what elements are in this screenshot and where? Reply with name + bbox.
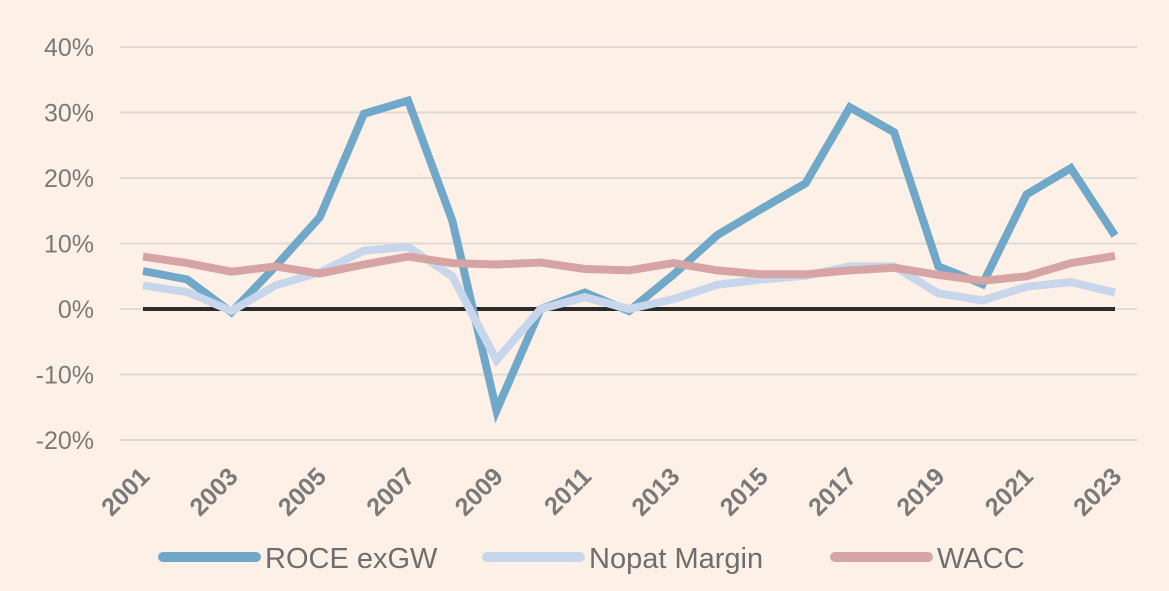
legend: ROCE exGW Nopat Margin WACC xyxy=(158,543,1025,575)
y-tick-label: 0% xyxy=(58,296,94,324)
y-tick-label: -10% xyxy=(36,362,94,390)
gridlines xyxy=(120,46,1137,441)
y-tick-label: 20% xyxy=(44,165,94,193)
y-axis-ticks: 40% 30% 20% 10% 0% -10% -20% xyxy=(36,34,94,455)
y-tick-label: -20% xyxy=(36,427,94,455)
x-tick-label: 2001 xyxy=(96,462,155,521)
y-tick-label: 40% xyxy=(44,34,94,62)
x-tick-label: 2017 xyxy=(803,462,862,521)
x-tick-label: 2015 xyxy=(715,462,774,521)
legend-label: WACC xyxy=(937,543,1025,575)
x-tick-label: 2009 xyxy=(450,462,509,521)
series-line-1 xyxy=(142,242,1116,368)
series-lines xyxy=(142,95,1119,424)
y-tick-label: 10% xyxy=(44,231,94,259)
x-tick-label: 2023 xyxy=(1068,462,1127,521)
y-tick-label: 30% xyxy=(44,100,94,128)
x-tick-label: 2005 xyxy=(273,462,332,521)
series-line-0 xyxy=(142,95,1119,424)
x-tick-label: 2007 xyxy=(361,462,420,521)
legend-label: Nopat Margin xyxy=(589,543,763,575)
series-line-2 xyxy=(142,251,1116,285)
x-tick-label: 2021 xyxy=(980,462,1039,521)
x-tick-label: 2011 xyxy=(539,462,597,520)
x-axis-ticks: 2001 2003 2005 2007 2009 2011 2013 2015 2017 2019… xyxy=(96,462,1127,521)
x-tick-label: 2003 xyxy=(184,462,243,521)
x-tick-label: 2013 xyxy=(626,462,685,521)
x-tick-label: 2019 xyxy=(891,462,950,521)
legend-label: ROCE exGW xyxy=(265,543,438,575)
